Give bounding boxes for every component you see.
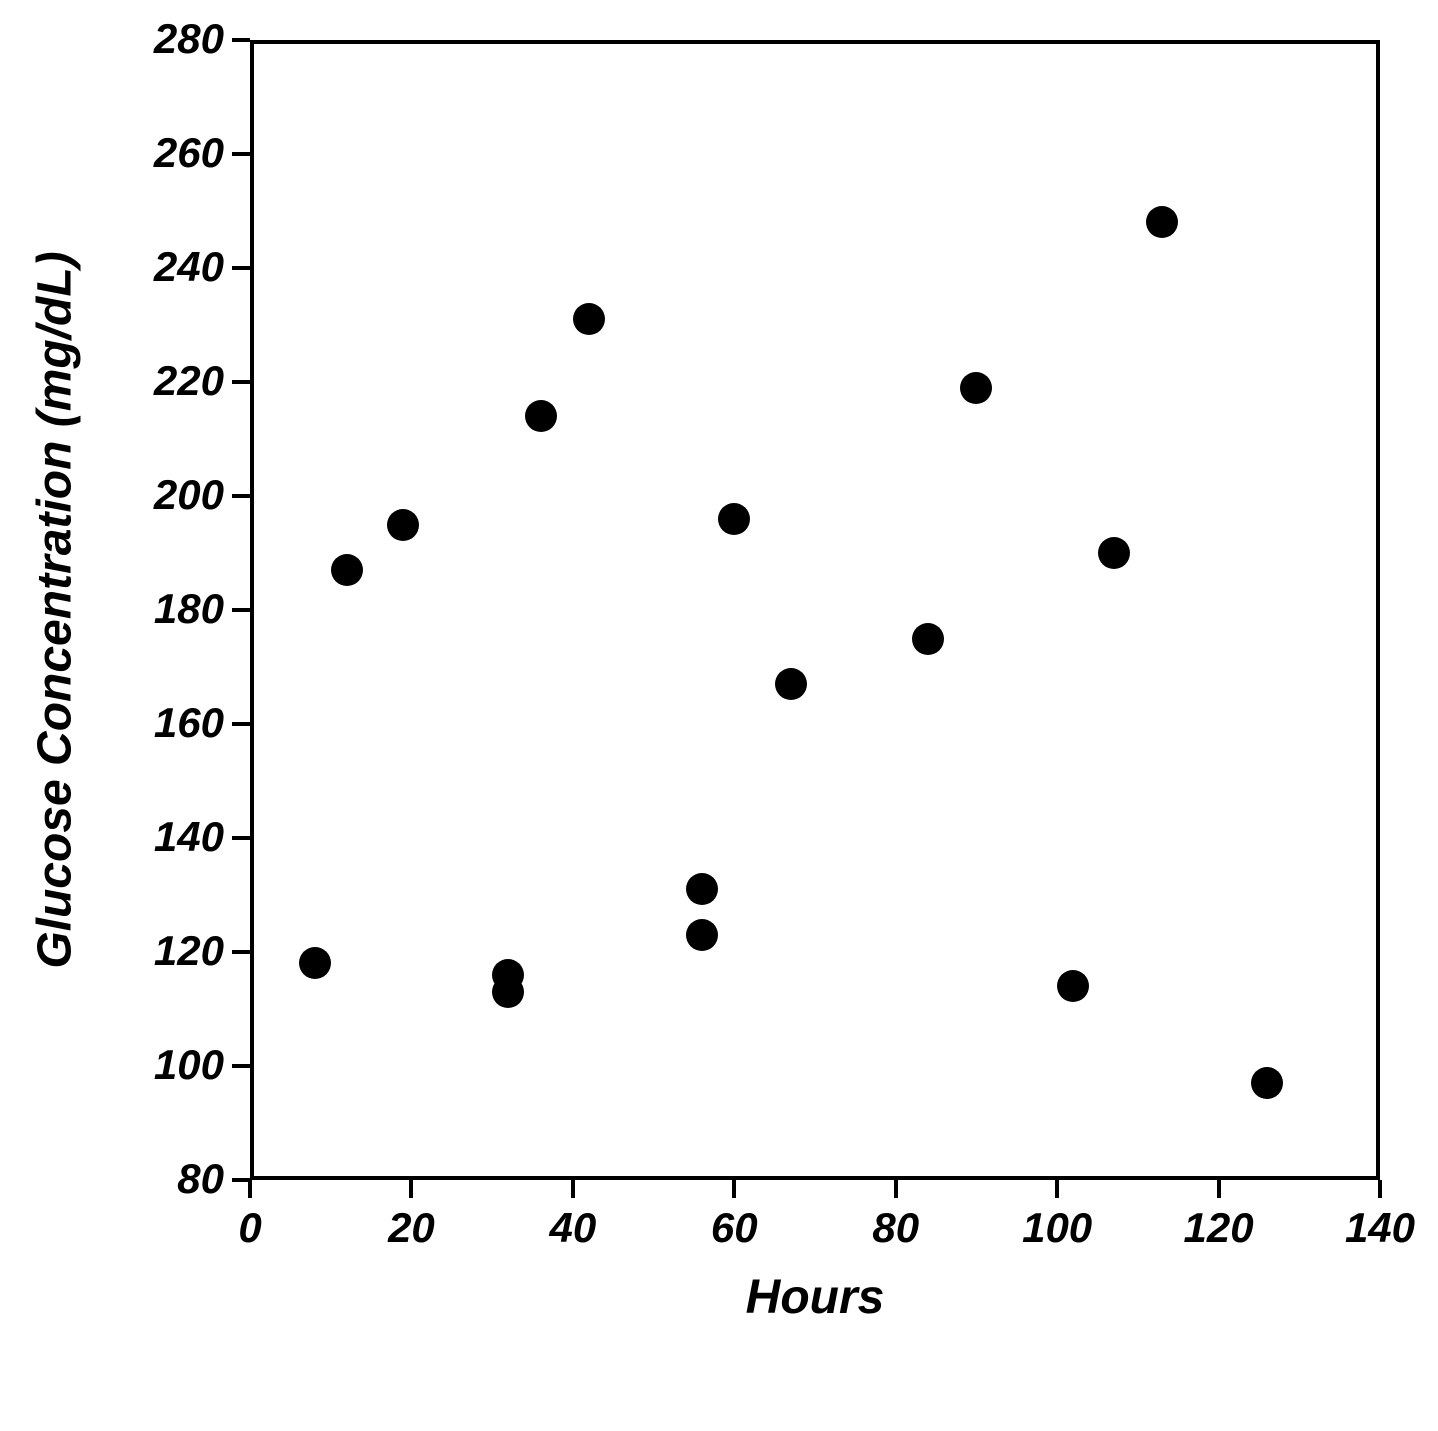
y-tick-label: 200 xyxy=(154,471,224,519)
y-tick-label: 240 xyxy=(154,243,224,291)
data-point xyxy=(1057,970,1089,1002)
y-tick-mark xyxy=(232,266,250,270)
x-tick-label: 40 xyxy=(523,1204,623,1252)
data-point xyxy=(775,668,807,700)
x-tick-mark xyxy=(248,1180,252,1198)
y-tick-label: 220 xyxy=(154,357,224,405)
data-point xyxy=(912,623,944,655)
data-point xyxy=(331,554,363,586)
y-tick-mark xyxy=(232,722,250,726)
y-tick-label: 120 xyxy=(154,927,224,975)
data-point xyxy=(1146,206,1178,238)
data-point xyxy=(1251,1067,1283,1099)
data-point xyxy=(525,400,557,432)
x-tick-mark xyxy=(1055,1180,1059,1198)
y-tick-mark xyxy=(232,836,250,840)
x-tick-label: 120 xyxy=(1169,1204,1269,1252)
data-point xyxy=(387,509,419,541)
data-point xyxy=(960,372,992,404)
data-point xyxy=(492,959,524,991)
y-tick-mark xyxy=(232,608,250,612)
y-tick-label: 100 xyxy=(154,1041,224,1089)
x-tick-mark xyxy=(1217,1180,1221,1198)
data-point xyxy=(686,873,718,905)
x-tick-label: 100 xyxy=(1007,1204,1107,1252)
x-axis-label: Hours xyxy=(250,1270,1380,1325)
plot-area xyxy=(250,40,1380,1180)
x-tick-label: 140 xyxy=(1330,1204,1430,1252)
x-tick-label: 0 xyxy=(200,1204,300,1252)
y-tick-label: 280 xyxy=(154,15,224,63)
data-point xyxy=(299,947,331,979)
x-tick-label: 60 xyxy=(684,1204,784,1252)
y-tick-mark xyxy=(232,950,250,954)
y-tick-mark xyxy=(232,152,250,156)
x-tick-mark xyxy=(571,1180,575,1198)
y-tick-mark xyxy=(232,38,250,42)
y-tick-mark xyxy=(232,1064,250,1068)
data-point xyxy=(573,303,605,335)
data-point xyxy=(718,503,750,535)
y-axis-label: Glucose Concentration (mg/dL) xyxy=(28,251,83,968)
scatter-chart: Glucose Concentration (mg/dL) Hours 80 10… xyxy=(0,0,1438,1431)
y-tick-label: 180 xyxy=(154,585,224,633)
y-tick-label: 80 xyxy=(177,1155,224,1203)
y-tick-mark xyxy=(232,494,250,498)
data-point xyxy=(1098,537,1130,569)
x-tick-label: 80 xyxy=(846,1204,946,1252)
x-tick-mark xyxy=(894,1180,898,1198)
y-tick-label: 160 xyxy=(154,699,224,747)
y-tick-label: 140 xyxy=(154,813,224,861)
data-point xyxy=(686,919,718,951)
y-tick-label: 260 xyxy=(154,129,224,177)
x-tick-mark xyxy=(732,1180,736,1198)
x-tick-mark xyxy=(1378,1180,1382,1198)
x-tick-mark xyxy=(409,1180,413,1198)
y-tick-mark xyxy=(232,380,250,384)
x-tick-label: 20 xyxy=(361,1204,461,1252)
